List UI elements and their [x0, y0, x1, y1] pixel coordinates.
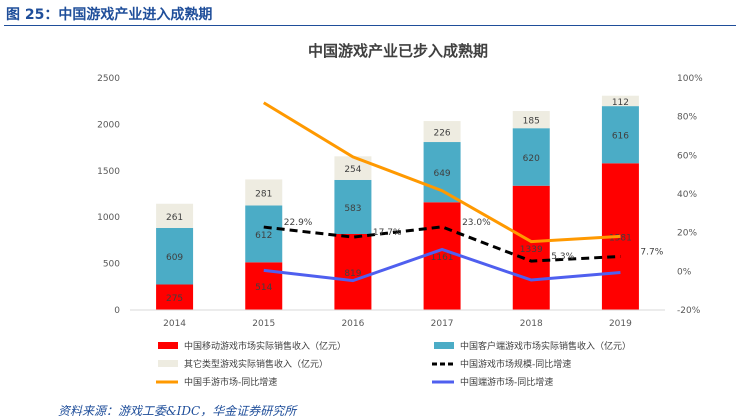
bar-segment — [423, 121, 461, 143]
source-note: 资料来源：游戏工委&IDC，华金证券研究所 — [58, 404, 297, 418]
bar-segment — [156, 203, 194, 228]
y-tick-label: 1500 — [97, 167, 120, 177]
bar-value-label: 616 — [612, 132, 629, 142]
bar-segment — [423, 202, 461, 310]
bar-value-label: 112 — [612, 98, 629, 108]
bar-value-label: 1339 — [520, 245, 543, 255]
x-tick-label: 2015 — [252, 319, 275, 329]
figure-title: 图 25：中国游戏产业进入成熟期 — [6, 7, 213, 23]
legend-swatch — [158, 360, 178, 367]
legend-label: 其它类型游戏实际销售收入（亿元） — [184, 358, 328, 370]
series-line — [262, 101, 621, 244]
y2-tick-label: -20% — [677, 306, 701, 316]
x-tick-label: 2018 — [520, 319, 543, 329]
legend-swatch — [158, 342, 178, 349]
bar-segment — [601, 106, 639, 164]
axes: 0 500 1000 1500 2000 2500 -20% 0% 20% 40% 60% 80% 10… — [97, 74, 703, 329]
title-rule — [4, 25, 736, 26]
line-value-label: 7.7% — [640, 247, 663, 257]
line-value-label: 17.7% — [373, 228, 402, 238]
bar-segment — [245, 262, 283, 310]
y2-tick-label: 0% — [677, 267, 692, 277]
line-layer: 22.9% 17.7% 23.0% 5.3% 7.7% — [262, 101, 664, 283]
bar-value-label: 281 — [255, 189, 272, 199]
y-tick-label: 2500 — [97, 74, 120, 84]
y2-tick-label: 20% — [677, 229, 697, 239]
bar-segment — [334, 233, 372, 310]
bar-segment — [156, 284, 194, 310]
bar-value-label: 609 — [166, 253, 183, 263]
bar-segment — [245, 205, 283, 263]
y-tick-label: 2000 — [97, 120, 120, 130]
y2-tick-label: 40% — [677, 190, 697, 200]
y2-tick-label: 60% — [677, 151, 697, 161]
bar-value-label: 612 — [255, 231, 272, 241]
bar-value-label: 514 — [255, 283, 272, 293]
bar-value-label: 254 — [344, 165, 361, 175]
bar-segment — [512, 111, 550, 129]
bar-value-label: 226 — [433, 129, 450, 139]
bar-value-label: 185 — [523, 117, 540, 127]
line-value-label: 22.9% — [284, 218, 313, 228]
line-value-label: 23.0% — [462, 218, 491, 228]
bar-segment — [156, 227, 194, 285]
bar-value-label: 275 — [166, 294, 183, 304]
y-tick-label: 1000 — [97, 213, 120, 223]
x-tick-label: 2017 — [431, 319, 454, 329]
y2-tick-label: 80% — [677, 113, 697, 123]
series-line — [263, 225, 621, 263]
bar-value-label: 819 — [344, 269, 361, 279]
bar-layer: 275 609 261 514 612 281 819 583 254 1161 649 226 133… — [156, 95, 639, 310]
x-tick-label: 2019 — [609, 319, 632, 329]
y-tick-label: 500 — [103, 260, 120, 270]
legend-swatch — [434, 342, 454, 349]
legend-label: 中国端游市场-同比增速 — [460, 376, 553, 388]
legend-label: 中国客户端游戏市场实际销售收入（亿元） — [460, 340, 631, 352]
bar-value-label: 261 — [166, 213, 183, 223]
bar-segment — [245, 179, 283, 206]
legend-label: 中国手游市场-同比增速 — [184, 376, 277, 388]
bar-segment — [334, 179, 372, 234]
x-tick-label: 2014 — [163, 319, 186, 329]
bar-value-label: 649 — [433, 169, 450, 179]
legend-label: 中国移动游戏市场实际销售收入（亿元） — [184, 340, 346, 352]
y-tick-label: 0 — [114, 306, 120, 316]
y2-tick-label: 100% — [677, 74, 703, 84]
legend-label: 中国游戏市场规模-同比增速 — [460, 358, 571, 370]
x-tick-label: 2016 — [341, 319, 364, 329]
bar-value-label: 1161 — [431, 253, 454, 263]
bar-value-label: 620 — [523, 154, 540, 164]
bar-value-label: 1581 — [609, 234, 632, 244]
bar-segment — [601, 95, 639, 107]
bar-segment — [334, 156, 372, 180]
series-line — [263, 247, 621, 283]
legend: 中国移动游戏市场实际销售收入（亿元） 中国客户端游戏市场实际销售收入（亿元） 其它类… — [156, 340, 631, 388]
bar-value-label: 583 — [344, 204, 361, 214]
chart-title: 中国游戏产业已步入成熟期 — [308, 42, 488, 60]
bar-segment — [512, 128, 550, 186]
bar-segment — [512, 185, 550, 310]
line-value-label: 5.3% — [551, 252, 574, 262]
